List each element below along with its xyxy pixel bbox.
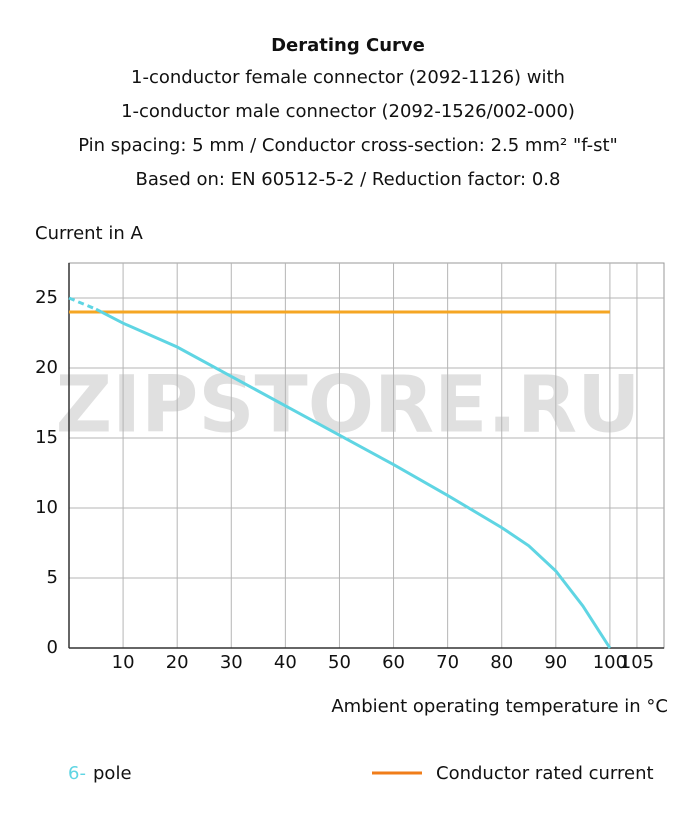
x-tick-label: 10	[112, 652, 135, 673]
series-line-dashed	[68, 296, 97, 311]
y-tick-label: 0	[47, 637, 58, 658]
x-tick-label: 60	[382, 652, 405, 673]
x-tick-label: 70	[436, 652, 459, 673]
y-tick-label: 10	[35, 497, 58, 518]
x-tick-label: 90	[544, 652, 567, 673]
y-tick-label: 5	[47, 567, 58, 588]
y-tick-label: 15	[35, 427, 58, 448]
y-tick-label: 20	[35, 357, 58, 378]
y-tick-label: 25	[35, 287, 58, 308]
x-tick-label: 105	[620, 652, 654, 673]
legend-label: Conductor rated current	[436, 763, 654, 784]
subtitle: Based on: EN 60512-5-2 / Reduction facto…	[136, 169, 561, 190]
x-axis-label: Ambient operating temperature in °C	[331, 696, 668, 717]
legend-label: 6-	[68, 763, 86, 784]
x-tick-label: 100	[593, 652, 627, 673]
legend-label: pole	[93, 763, 132, 784]
x-tick-label: 30	[220, 652, 243, 673]
subtitle: 1-conductor male connector (2092-1526/00…	[121, 101, 575, 122]
watermark: ZIPSTORE.RU	[56, 360, 641, 450]
x-tick-label: 80	[490, 652, 513, 673]
y-axis-label: Current in A	[35, 223, 143, 244]
x-tick-label: 20	[166, 652, 189, 673]
x-tick-label: 40	[274, 652, 297, 673]
chart-title: Derating Curve	[271, 35, 425, 56]
series-line	[95, 307, 612, 649]
plot-area	[68, 262, 665, 649]
subtitle: Pin spacing: 5 mm / Conductor cross-sect…	[78, 135, 618, 156]
x-tick-label: 50	[328, 652, 351, 673]
subtitle: 1-conductor female connector (2092-1126)…	[131, 67, 565, 88]
